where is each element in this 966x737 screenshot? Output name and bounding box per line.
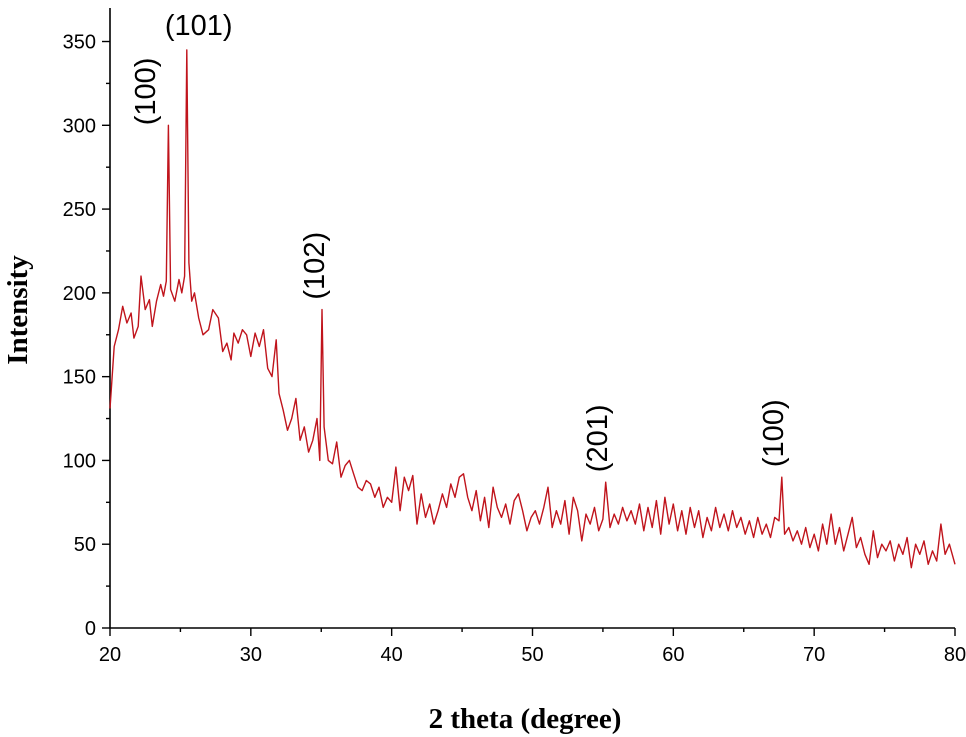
x-tick-label: 50 <box>521 644 543 666</box>
x-tick-label: 20 <box>99 644 121 666</box>
peak-label: (201) <box>582 404 614 472</box>
y-axis-title: Intensity <box>2 255 34 365</box>
y-tick-label: 250 <box>63 199 96 221</box>
ticks: 20 30 40 50 60 70 80 0 50 100 150 200 250 300 350 <box>63 32 966 666</box>
x-tick-label: 70 <box>803 644 825 666</box>
x-axis-title: 2 theta (degree) <box>429 703 622 735</box>
y-tick-label: 100 <box>63 450 96 472</box>
peak-label: (101) <box>165 10 233 42</box>
y-tick-label: 50 <box>74 534 96 556</box>
y-tick-label: 150 <box>63 367 96 389</box>
x-tick-label: 30 <box>240 644 262 666</box>
x-tick-label: 60 <box>662 644 684 666</box>
y-tick-label: 350 <box>63 32 96 54</box>
series-group <box>109 49 956 569</box>
x-tick-label: 80 <box>944 644 966 666</box>
peak-label: (102) <box>299 232 331 300</box>
peak-annotations: (100)(101)(102)(201) (100) <box>130 10 790 472</box>
peak-label: (100) <box>130 58 162 126</box>
y-tick-label: 0 <box>85 618 96 640</box>
y-tick-label: 200 <box>63 283 96 305</box>
series-line <box>109 49 956 569</box>
y-tick-label: 300 <box>63 115 96 137</box>
peak-label: (100) <box>758 399 790 467</box>
x-tick-label: 40 <box>381 644 403 666</box>
